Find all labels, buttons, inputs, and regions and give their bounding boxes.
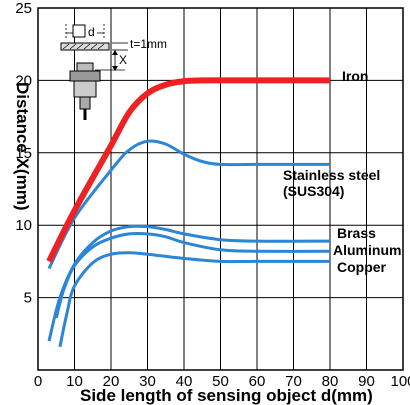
y-tick-label: 15 xyxy=(15,145,32,162)
y-tick-label: 5 xyxy=(24,290,32,307)
x-tick-label: 70 xyxy=(285,373,302,390)
inset-sensor-head xyxy=(76,62,94,72)
grid xyxy=(37,7,404,371)
series-line-iron xyxy=(46,77,330,263)
x-tick-label: 90 xyxy=(358,373,375,390)
inset-t-label: t=1mm xyxy=(130,37,167,51)
x-tick-label: 60 xyxy=(249,373,266,390)
sensor-diagram: d t=1mm X xyxy=(60,24,167,120)
inset-sensor-tail xyxy=(79,96,91,110)
inset-sensor-nut xyxy=(69,70,101,82)
x-tick-label: 50 xyxy=(212,373,229,390)
label-iron: Iron xyxy=(342,68,368,84)
series-line-stainless-steel-sus304 xyxy=(47,139,331,270)
x-tick-label: 100 xyxy=(390,373,410,390)
label-stainless-line1: Stainless steel xyxy=(283,167,380,183)
series-line-aluminum xyxy=(54,231,331,319)
series-labels: Iron Stainless steel (SUS304) Brass Alum… xyxy=(283,68,401,275)
series-line-copper xyxy=(58,251,330,348)
x-tick-label: 10 xyxy=(66,373,83,390)
x-tick-label: 40 xyxy=(176,373,193,390)
x-axis-title: Side length of sensing object d(mm) xyxy=(80,386,373,405)
y-tick-label: 20 xyxy=(15,72,32,89)
x-tick-label: 80 xyxy=(322,373,339,390)
label-stainless-line2: (SUS304) xyxy=(283,183,344,199)
inset-sensor-body xyxy=(73,80,97,98)
x-tick-label: 0 xyxy=(34,373,42,390)
inset-target-plate xyxy=(60,42,110,51)
x-tick-label: 20 xyxy=(103,373,120,390)
inset-x-label: X xyxy=(119,53,127,67)
y-axis-title: Distance X(mm) xyxy=(13,82,32,210)
label-brass: Brass xyxy=(337,225,376,241)
tick-labels: 0 10 20 30 40 50 60 70 80 90 100 5 10 15 20 25 xyxy=(15,0,410,390)
label-copper: Copper xyxy=(337,259,387,275)
x-tick-label: 30 xyxy=(139,373,156,390)
label-aluminum: Aluminum xyxy=(333,242,401,258)
y-tick-label: 10 xyxy=(15,217,32,234)
series-lines xyxy=(46,77,331,348)
inset-d-square xyxy=(72,24,86,38)
inset-d-label: d xyxy=(88,25,95,39)
y-tick-label: 25 xyxy=(15,0,32,17)
